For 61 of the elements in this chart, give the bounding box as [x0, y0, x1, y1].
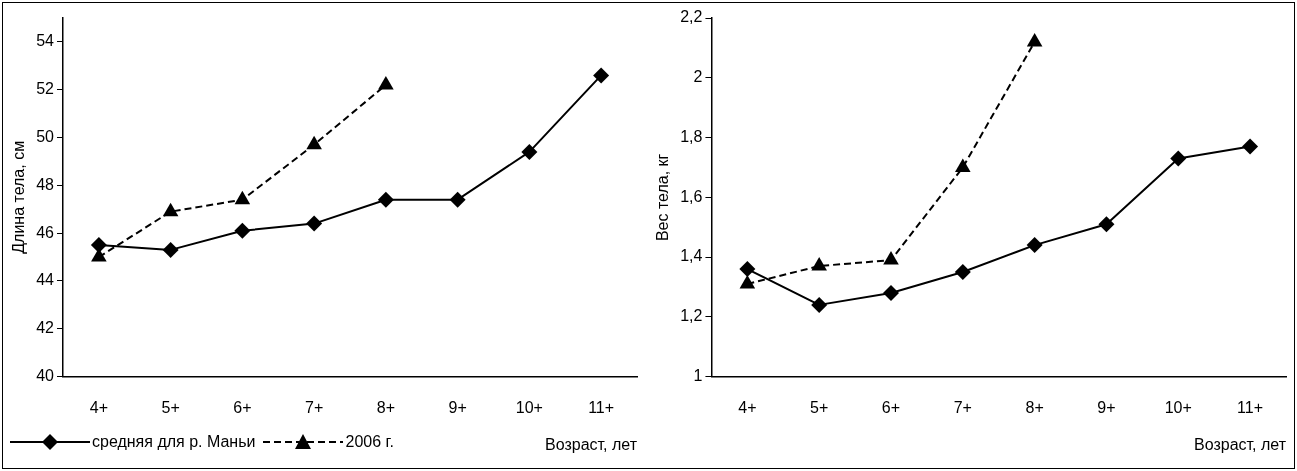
point	[1170, 150, 1187, 167]
y-tick-label: 48	[36, 175, 55, 193]
x-tick-label: 4+	[738, 398, 757, 416]
y-tick-label: 50	[36, 127, 55, 145]
y-tick-label: 40	[36, 367, 55, 385]
y-tick-label: 42	[36, 319, 55, 337]
x-tick-label: 10+	[1164, 398, 1192, 416]
y-axis-title: Длина тела, см	[10, 140, 28, 254]
point	[1098, 216, 1115, 233]
x-axis-title: Возраст, лет	[545, 435, 638, 453]
point	[1026, 32, 1043, 47]
y-tick-label: 2	[693, 68, 703, 86]
point	[234, 190, 251, 205]
x-tick-label: 4+	[89, 398, 108, 416]
x-tick-label: 9+	[448, 398, 467, 416]
point	[306, 135, 322, 150]
y-tick-label: 1,8	[680, 127, 703, 145]
y-tick-label: 1,2	[680, 307, 703, 325]
y-axis-title: Вес тела, кг	[654, 153, 672, 242]
x-tick-label: 5+	[161, 398, 180, 416]
point	[739, 261, 756, 278]
x-tick-label: 9+	[1097, 398, 1116, 416]
y-tick-label: 1,6	[680, 187, 703, 205]
point	[954, 264, 971, 281]
point	[593, 67, 610, 84]
x-tick-label: 5+	[810, 398, 829, 416]
point	[306, 215, 323, 232]
point	[162, 202, 179, 217]
y-tick-label: 1,4	[680, 247, 703, 265]
point	[90, 237, 107, 254]
x-tick-label: 6+	[233, 398, 252, 416]
point	[162, 241, 179, 258]
point	[449, 191, 466, 208]
y-tick-label: 1	[693, 367, 703, 385]
point	[882, 284, 899, 301]
y-tick-label: 44	[36, 271, 55, 289]
legend-label: 2006 г.	[345, 433, 394, 451]
point	[811, 257, 827, 271]
point	[378, 75, 394, 90]
x-tick-label: 7+	[305, 398, 324, 416]
y-tick-label: 54	[36, 32, 55, 50]
point	[1026, 237, 1043, 254]
x-tick-label: 8+	[376, 398, 395, 416]
x-tick-label: 8+	[1025, 398, 1044, 416]
y-tick-label: 2,2	[680, 8, 703, 26]
y-tick-label: 52	[36, 80, 55, 98]
legend-label: средняя для р. Маньи	[92, 433, 256, 451]
x-tick-label: 6+	[881, 398, 901, 416]
x-tick-label: 11+	[1237, 398, 1264, 416]
point	[234, 222, 251, 239]
x-tick-label: 7+	[953, 398, 972, 416]
y-tick-label: 46	[36, 223, 55, 241]
point	[883, 251, 899, 265]
x-tick-label: 10+	[515, 398, 543, 416]
point	[811, 296, 828, 313]
x-tick-label: 11+	[588, 398, 615, 416]
point	[521, 143, 538, 160]
point	[377, 191, 394, 208]
point	[1242, 138, 1259, 155]
x-axis-title: Возраст, лет	[1194, 435, 1287, 453]
point	[955, 158, 971, 172]
